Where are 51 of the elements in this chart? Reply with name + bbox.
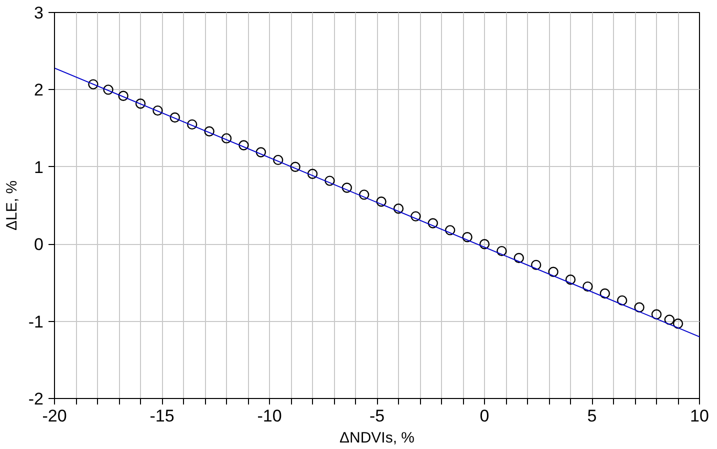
point bbox=[135, 98, 146, 109]
point bbox=[204, 126, 214, 136]
point bbox=[256, 147, 266, 158]
y-tick-label: 2 bbox=[34, 80, 44, 100]
point bbox=[324, 176, 335, 186]
point bbox=[428, 218, 438, 228]
x-axis-title: ΔNDVIs, % bbox=[339, 430, 415, 446]
point bbox=[514, 252, 524, 264]
point bbox=[479, 239, 490, 250]
x-tick-label: -20 bbox=[42, 406, 67, 426]
x-tick-label: -10 bbox=[257, 406, 282, 426]
y-tick-label: -1 bbox=[28, 312, 44, 332]
point bbox=[651, 309, 662, 320]
point bbox=[170, 112, 180, 123]
y-tick-label: 3 bbox=[34, 4, 44, 22]
x-tick-label: 5 bbox=[587, 406, 597, 426]
point bbox=[462, 232, 472, 242]
point bbox=[617, 295, 628, 306]
point bbox=[238, 140, 249, 150]
point bbox=[634, 302, 644, 312]
point bbox=[152, 105, 163, 116]
x-tick-label: -15 bbox=[150, 406, 174, 426]
point bbox=[187, 119, 198, 130]
point bbox=[445, 225, 456, 236]
x-tick-label: -5 bbox=[369, 406, 385, 426]
point bbox=[103, 84, 114, 95]
point bbox=[118, 90, 128, 101]
point bbox=[664, 314, 674, 325]
point bbox=[410, 211, 421, 222]
point bbox=[548, 266, 558, 277]
y-tick-label: 1 bbox=[34, 158, 44, 177]
point bbox=[359, 190, 370, 200]
y-tick-label: 0 bbox=[34, 235, 44, 254]
point bbox=[307, 168, 318, 179]
y-tick-label: -2 bbox=[28, 390, 44, 408]
point bbox=[565, 274, 576, 285]
x-tick-label: 10 bbox=[690, 406, 709, 426]
point bbox=[88, 79, 98, 90]
y-axis-title: ΔLE, % bbox=[3, 180, 20, 231]
point bbox=[582, 281, 593, 292]
point bbox=[531, 260, 542, 270]
point bbox=[600, 288, 610, 299]
point bbox=[376, 196, 386, 207]
point bbox=[273, 154, 284, 166]
point bbox=[342, 182, 352, 193]
point bbox=[221, 133, 232, 144]
x-tick-label: 0 bbox=[480, 406, 490, 426]
point bbox=[393, 203, 404, 214]
point bbox=[672, 318, 684, 329]
point bbox=[290, 162, 300, 172]
point bbox=[496, 246, 507, 256]
